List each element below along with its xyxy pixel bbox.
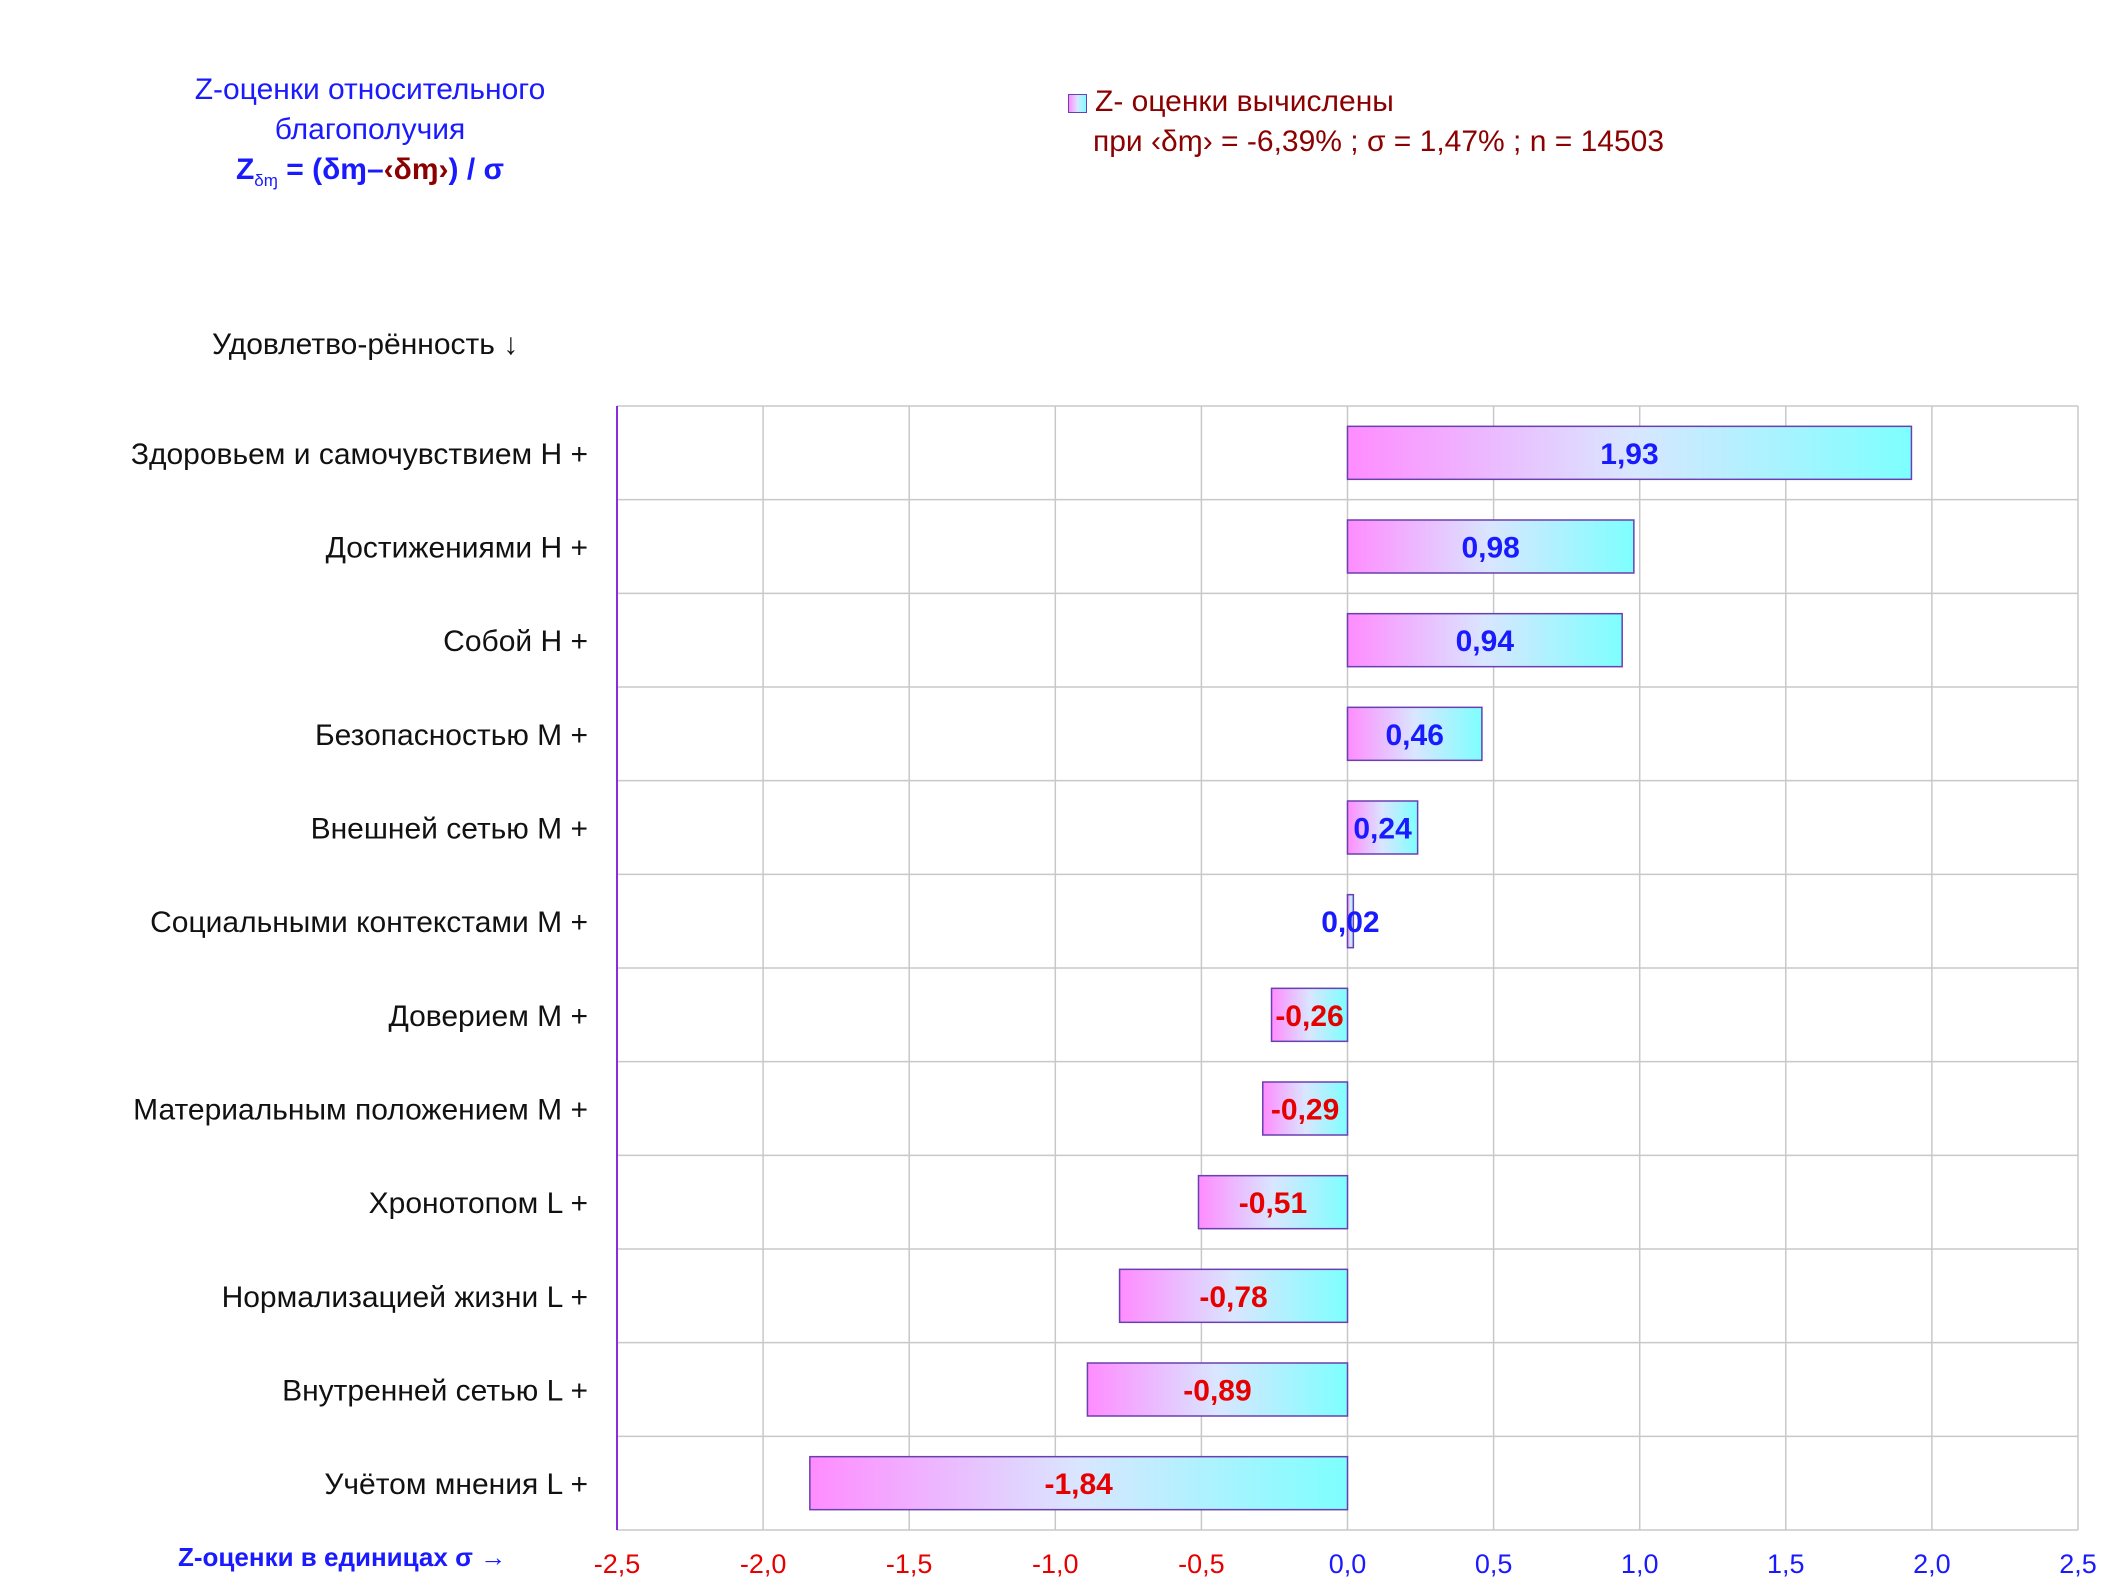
legend-entry: Z- оценки вычислены [1068,82,1664,122]
category-label: Внутренней сетью L + [282,1375,588,1408]
legend-stats-prefix: при [1093,125,1152,158]
x-tick-label: -0,5 [1178,1549,1225,1579]
x-tick-label: 1,5 [1767,1549,1805,1579]
bar-value-label: -1,84 [1044,1468,1113,1501]
title-line-1: Z-оценки относительного [194,73,546,106]
legend-series-label: Z- оценки вычислены [1095,85,1394,118]
chart-legend: Z- оценки вычислены при ‹δɱ› = -6,39% ; … [1068,82,1664,162]
category-labels: Здоровьем и самочувствием H + Достижениям… [131,438,588,1501]
formula-mean: ‹δɱ› [383,153,449,186]
x-axis-caption: Z-оценки в единицах σ → [178,1542,507,1572]
bar-value-label: -0,29 [1271,1094,1339,1127]
title-line-2: благополучия [274,113,466,146]
title-formula: Zδɱ = (δɱ–‹δɱ›) / σ [150,150,590,201]
bar-value-label: 0,02 [1321,906,1379,939]
formula-subscript: δɱ [254,171,278,190]
category-label: Безопасностью M + [315,719,588,752]
category-label: Социальными контекстами M + [150,906,588,939]
x-tick-label: 0,0 [1329,1549,1367,1579]
bars: 1,93 0,98 0,94 0,46 0,24 0,02 -0,26 -0,29 -0,51 -… [809,425,1913,1511]
bar [1346,519,1635,574]
x-tick-label: -2,0 [740,1549,787,1579]
chart-title: Z-оценки относительного благополучия Zδɱ… [150,70,590,201]
legend-swatch [1068,93,1087,113]
legend-stats: при ‹δɱ› = -6,39% ; σ = 1,47% ; n = 1450… [1068,122,1664,162]
x-tick-label: 0,5 [1475,1549,1513,1579]
bar [1262,1081,1349,1136]
x-tick-label: 2,0 [1913,1549,1951,1579]
category-label: Собой H + [443,625,588,658]
bar [809,1455,1349,1511]
category-label: Достижениями H + [326,532,588,565]
x-tick-label: 2,5 [2059,1549,2097,1579]
category-label: Учётом мнения L + [324,1468,588,1501]
bar [1346,800,1419,855]
legend-stats-values: = -6,39% ; σ = 1,47% ; n = 14503 [1212,125,1665,158]
bar [1197,1174,1349,1230]
x-tick-label: 1,0 [1621,1549,1659,1579]
bar [1270,987,1349,1043]
bar-value-label: -0,51 [1239,1187,1307,1220]
bar-value-label: -0,89 [1183,1375,1251,1408]
formula-equals: = (δɱ– [277,153,384,186]
x-tick-labels: -2,5 -2,0 -1,5 -1,0 -0,5 0,0 0,5 1,0 1,5 2,0 2,5 [594,1549,2097,1579]
bar [1346,612,1623,668]
category-axis-heading: Удовлетво-рённость ↓ [212,328,519,361]
bar [1086,1362,1349,1417]
category-label: Внешней сетью M + [311,813,588,846]
category-label: Доверием M + [388,1000,588,1033]
bar-value-label: 0,46 [1386,719,1444,752]
x-tick-label: -1,5 [886,1549,933,1579]
grid-lines [616,405,2079,1531]
category-label: Материальным положением M + [133,1094,588,1127]
bar-value-label: 0,98 [1461,532,1519,565]
bar-value-label: -0,26 [1275,1000,1343,1033]
category-label: Хронотопом L + [369,1187,588,1220]
formula-tail: ) / σ [448,153,505,186]
x-tick-label: -1,0 [1032,1549,1079,1579]
bar-value-label: -0,78 [1199,1281,1267,1314]
bar [1346,706,1483,762]
bar [1118,1268,1349,1324]
category-label: Нормализацией жизни L + [222,1281,588,1314]
x-tick-label: -2,5 [594,1549,641,1579]
bar-value-label: 0,24 [1353,813,1412,846]
category-label: Здоровьем и самочувствием H + [131,438,588,471]
bar [1346,425,1913,481]
bar-value-label: 1,93 [1600,438,1658,471]
bar-value-label: 0,94 [1456,625,1515,658]
legend-stats-mean: ‹δɱ› [1151,125,1213,158]
bar [1346,893,1355,949]
formula-z: Z [235,153,255,186]
